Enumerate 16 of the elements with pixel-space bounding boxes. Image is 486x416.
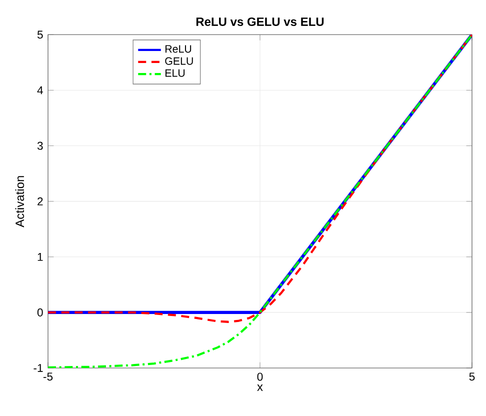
x-tick-label: 5 (469, 372, 475, 381)
y-tick-label: 2 (38, 197, 43, 206)
x-tick-label: 0 (257, 372, 263, 381)
y-tick-label: 5 (37, 30, 43, 39)
legend-label: GELU (165, 57, 193, 65)
y-tick-label: -1 (34, 364, 43, 372)
x-axis-title: x (257, 384, 263, 391)
y-tick-label: 3 (37, 142, 43, 150)
y-tick-label: 4 (37, 86, 43, 94)
x-tick-label: -5 (43, 372, 53, 381)
chart-title: ReLU vs GELU vs ELU (196, 17, 324, 26)
y-tick-label: 0 (37, 308, 43, 316)
y-axis-title: Activation (15, 176, 24, 228)
y-tick-label: 1 (38, 252, 43, 261)
legend-label: ELU (166, 69, 185, 77)
legend-label: ReLU (166, 45, 192, 53)
